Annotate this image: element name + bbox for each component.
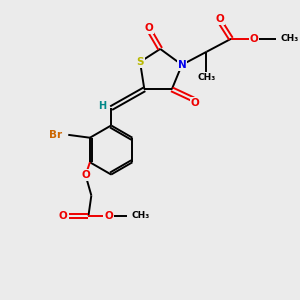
- Text: CH₃: CH₃: [132, 211, 150, 220]
- Text: S: S: [136, 57, 144, 67]
- Text: Br: Br: [49, 130, 62, 140]
- Text: CH₃: CH₃: [197, 73, 216, 82]
- Text: O: O: [144, 23, 153, 33]
- Text: CH₃: CH₃: [281, 34, 299, 43]
- Text: N: N: [178, 60, 186, 70]
- Text: O: O: [59, 211, 68, 221]
- Text: O: O: [250, 34, 259, 44]
- Text: O: O: [104, 211, 113, 221]
- Text: H: H: [98, 101, 106, 111]
- Text: O: O: [215, 14, 224, 25]
- Text: O: O: [81, 170, 90, 180]
- Text: O: O: [190, 98, 199, 108]
